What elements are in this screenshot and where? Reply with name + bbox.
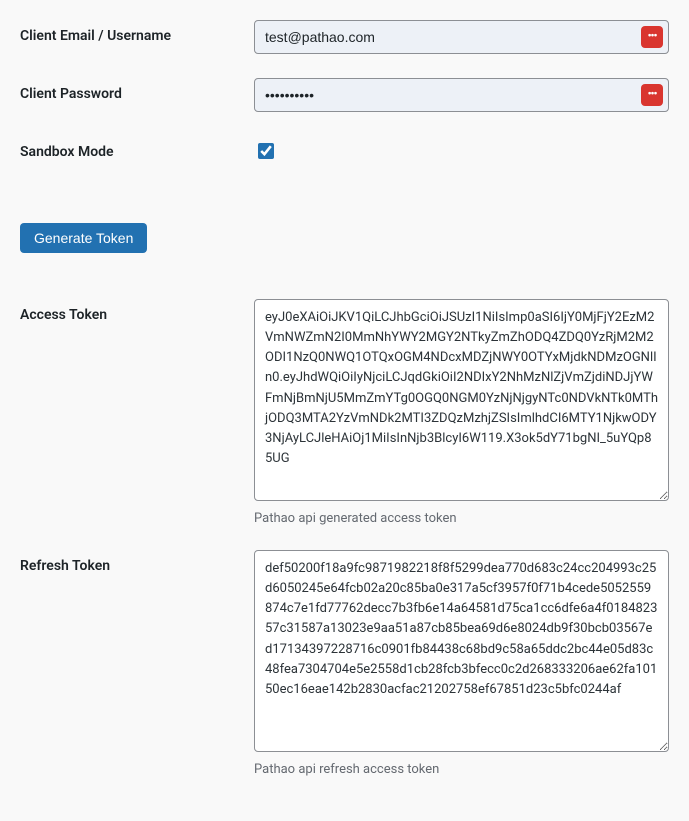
client-email-input[interactable] [254, 20, 669, 54]
client-email-row: Client Email / Username ••• [20, 20, 669, 54]
client-email-label: Client Email / Username [20, 20, 254, 44]
client-password-input[interactable] [254, 78, 669, 112]
sandbox-mode-control [254, 136, 669, 163]
access-token-textarea[interactable] [254, 299, 669, 501]
refresh-token-textarea[interactable] [254, 550, 669, 752]
sandbox-mode-row: Sandbox Mode [20, 136, 669, 163]
refresh-token-row: Refresh Token Pathao api refresh access … [20, 550, 669, 777]
sandbox-mode-label: Sandbox Mode [20, 136, 254, 160]
password-manager-icon[interactable]: ••• [641, 84, 663, 106]
client-password-control: ••• [254, 78, 669, 112]
refresh-token-help: Pathao api refresh access token [254, 762, 669, 777]
refresh-token-control: Pathao api refresh access token [254, 550, 669, 777]
access-token-help: Pathao api generated access token [254, 511, 669, 526]
generate-token-row: Generate Token [20, 223, 669, 253]
client-password-label: Client Password [20, 78, 254, 102]
client-email-control: ••• [254, 20, 669, 54]
access-token-control: Pathao api generated access token [254, 299, 669, 526]
refresh-token-label: Refresh Token [20, 550, 254, 574]
sandbox-mode-checkbox[interactable] [258, 143, 274, 159]
generate-token-button[interactable]: Generate Token [20, 223, 147, 253]
access-token-label: Access Token [20, 299, 254, 323]
password-manager-icon[interactable]: ••• [641, 26, 663, 48]
access-token-row: Access Token Pathao api generated access… [20, 299, 669, 526]
client-password-row: Client Password ••• [20, 78, 669, 112]
